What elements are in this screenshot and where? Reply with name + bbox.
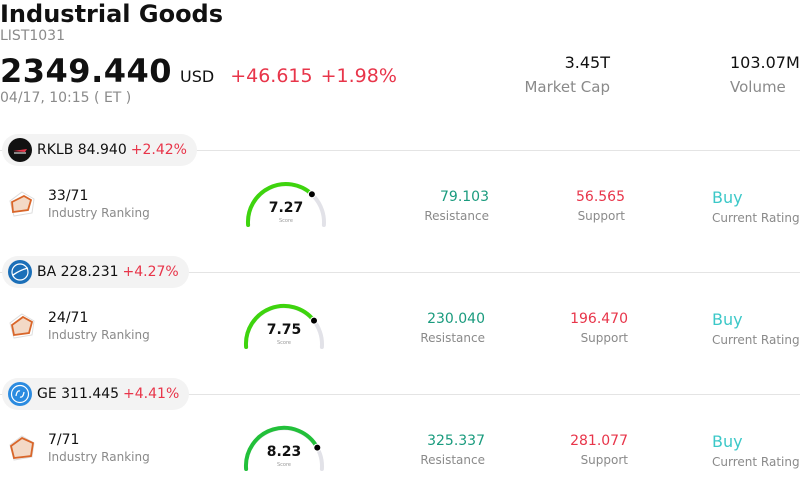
volume-label: Volume xyxy=(730,78,786,96)
industry-ranking-value: 33/71 xyxy=(48,188,89,204)
ge-logo-icon xyxy=(8,382,32,406)
support-label: Support xyxy=(580,331,628,345)
market-cap-stat: 3.45T Market Cap xyxy=(524,53,610,96)
industry-ranking-label: Industry Ranking xyxy=(48,206,150,220)
industry-ranking-label: Industry Ranking xyxy=(48,328,150,342)
market-cap-value: 3.45T xyxy=(564,53,610,72)
support-value: 281.077 xyxy=(570,433,628,449)
resistance-value: 325.337 xyxy=(427,433,485,449)
industry-ranking-value: 7/71 xyxy=(48,432,80,448)
support-metric: 196.470 Support xyxy=(570,311,628,345)
index-code: LIST1031 xyxy=(0,28,65,44)
stock-change-percent: +4.41% xyxy=(123,386,180,402)
stock-change-percent: +4.27% xyxy=(122,264,179,280)
score-value: 8.23 xyxy=(266,444,302,460)
divider xyxy=(0,150,800,151)
stock-pill[interactable]: GE 311.445 +4.41% xyxy=(2,378,190,410)
resistance-label: Resistance xyxy=(420,453,485,467)
boeing-logo-icon xyxy=(8,260,32,284)
rating-label: Current Rating xyxy=(712,455,800,469)
index-price: 2349.440 xyxy=(0,52,173,90)
score-gauge: 7.75 Score xyxy=(242,300,332,350)
score-label: Score xyxy=(276,340,291,346)
stock-card[interactable]: RKLB 84.940 +2.42% 33/71 Industry Rankin… xyxy=(0,134,800,256)
score-label: Score xyxy=(276,462,291,468)
gauge-fill xyxy=(246,182,314,227)
ranking-radar-icon xyxy=(9,313,35,339)
support-value: 56.565 xyxy=(576,189,625,205)
score-value: 7.27 xyxy=(268,200,304,216)
score-gauge-arc xyxy=(246,182,326,227)
rating-label: Current Rating xyxy=(712,211,800,225)
support-label: Support xyxy=(577,209,625,223)
rating-value: Buy xyxy=(712,432,743,451)
stock-change-percent: +2.42% xyxy=(130,142,187,158)
resistance-value: 79.103 xyxy=(440,189,489,205)
ranking-radar-icon xyxy=(9,435,35,461)
resistance-label: Resistance xyxy=(424,209,489,223)
support-value: 196.470 xyxy=(570,311,628,327)
timestamp: 04/17, 10:15 ( ET ) xyxy=(0,90,132,106)
rating-label: Current Rating xyxy=(712,333,800,347)
rating-value: Buy xyxy=(712,310,743,329)
volume-stat: 103.07M Volume xyxy=(730,53,800,96)
gauge-fill xyxy=(244,303,316,349)
gauge-fill xyxy=(244,425,320,471)
divider xyxy=(0,394,800,395)
support-metric: 56.565 Support xyxy=(576,189,625,223)
current-rating: Buy Current Rating xyxy=(712,432,800,469)
price-row: 2349.440 USD +46.615 +1.98% xyxy=(0,52,397,90)
stock-card[interactable]: BA 228.231 +4.27% 24/71 Industry Ranking… xyxy=(0,256,800,378)
score-value: 7.75 xyxy=(266,322,302,338)
gauge-marker xyxy=(313,443,322,452)
page-title: Industrial Goods xyxy=(0,0,224,28)
rocket-lab-logo-icon xyxy=(8,138,32,162)
ranking-radar-icon xyxy=(9,191,35,217)
price-change: +46.615 xyxy=(230,65,313,87)
price-change-percent: +1.98% xyxy=(320,65,397,87)
support-metric: 281.077 Support xyxy=(570,433,628,467)
score-gauge: 8.23 Score xyxy=(242,422,332,472)
stock-pill[interactable]: BA 228.231 +4.27% xyxy=(2,256,189,288)
resistance-metric: 325.337 Resistance xyxy=(420,433,485,467)
gauge-marker xyxy=(307,190,316,199)
score-gauge-arc xyxy=(244,303,324,349)
stock-symbol-price: GE 311.445 xyxy=(37,386,120,402)
stock-symbol-price: BA 228.231 xyxy=(37,264,119,280)
stock-card[interactable]: GE 311.445 +4.41% 7/71 Industry Ranking … xyxy=(0,378,800,488)
support-label: Support xyxy=(580,453,628,467)
currency-label: USD xyxy=(180,67,215,86)
resistance-metric: 79.103 Resistance xyxy=(424,189,489,223)
current-rating: Buy Current Rating xyxy=(712,310,800,347)
rating-value: Buy xyxy=(712,188,743,207)
gauge-marker xyxy=(310,316,318,325)
divider xyxy=(0,272,800,273)
industry-ranking-value: 24/71 xyxy=(48,310,89,326)
score-gauge-arc xyxy=(244,425,324,471)
resistance-label: Resistance xyxy=(420,331,485,345)
score-label: Score xyxy=(278,218,293,224)
resistance-value: 230.040 xyxy=(427,311,485,327)
industry-ranking-label: Industry Ranking xyxy=(48,450,150,464)
market-cap-label: Market Cap xyxy=(524,78,610,96)
volume-value: 103.07M xyxy=(730,53,800,72)
current-rating: Buy Current Rating xyxy=(712,188,800,225)
stock-symbol-price: RKLB 84.940 xyxy=(37,142,127,158)
score-gauge: 7.27 Score xyxy=(244,178,334,228)
resistance-metric: 230.040 Resistance xyxy=(420,311,485,345)
stock-pill[interactable]: RKLB 84.940 +2.42% xyxy=(2,134,197,166)
